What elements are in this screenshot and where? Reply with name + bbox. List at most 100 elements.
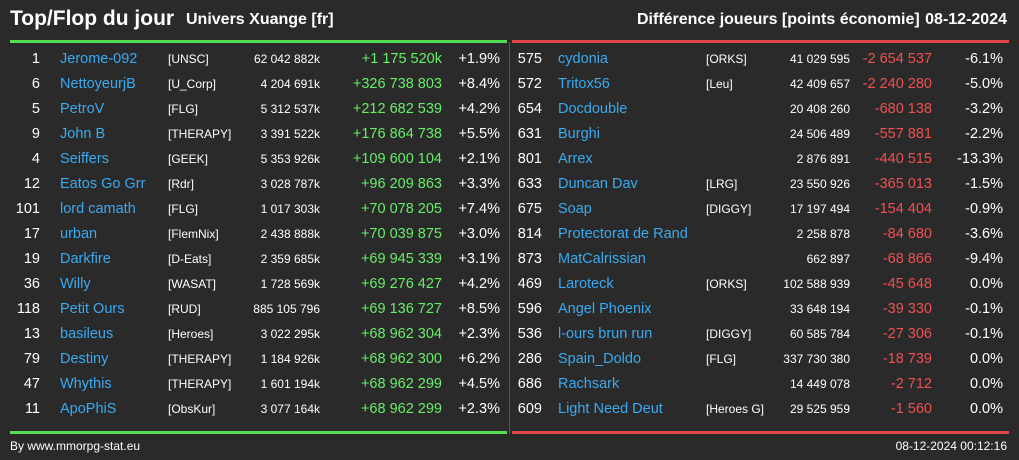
rank-cell: 19 <box>23 251 40 267</box>
rank-cell: 47 <box>23 376 40 392</box>
player-name-link[interactable]: Soap <box>558 201 592 217</box>
flop-rule-bottom <box>512 431 1009 434</box>
table-row: 6 NettoyeurjB [U_Corp] 4 204 691k +326 738 8… <box>0 72 509 97</box>
alliance-tag: [U_Corp] <box>168 77 217 91</box>
points-cell: 3 391 522k <box>260 127 320 141</box>
percent-cell: -0.9% <box>965 201 1003 217</box>
player-name-link[interactable]: Seiffers <box>60 151 109 167</box>
percent-cell: -2.2% <box>965 126 1003 142</box>
player-name-link[interactable]: MatCalrissian <box>558 251 646 267</box>
player-name-link[interactable]: Arrex <box>558 151 593 167</box>
player-name-link[interactable]: Spain_Doldo <box>558 351 642 367</box>
points-cell: 24 506 489 <box>789 127 850 141</box>
flop-rule <box>512 40 1009 43</box>
player-name-link[interactable]: l-ours brun run <box>558 326 653 342</box>
percent-cell: 0.0% <box>969 351 1003 367</box>
player-name-link[interactable]: Angel Phoenix <box>558 301 652 317</box>
player-name-link[interactable]: Petit Ours <box>60 301 125 317</box>
table-row: 11 ApoPhiS [ObsKur] 3 077 164k +68 962 299 +2… <box>0 397 509 422</box>
alliance-tag: [RUD] <box>168 302 201 316</box>
table-row: 572 Tritox56 [Leu] 42 409 657 -2 240 280 -5.0… <box>510 72 1019 97</box>
player-name-link[interactable]: lord camath <box>60 201 136 217</box>
top-losers-table: 575 cydonia [ORKS] 41 029 595 -2 654 537 -6.1… <box>510 47 1019 422</box>
player-name-link[interactable]: basileus <box>60 326 114 342</box>
player-name-link[interactable]: Rachsark <box>558 376 620 392</box>
alliance-tag: [Heroes G] <box>706 402 765 416</box>
rank-cell: 873 <box>517 251 542 267</box>
diff-cell: -18 739 <box>882 351 932 367</box>
alliance-tag: [DIGGY] <box>706 202 752 216</box>
rank-cell: 12 <box>23 176 40 192</box>
table-row: 596 Angel Phoenix 33 648 194 -39 330 -0.1% <box>510 297 1019 322</box>
universe-label: Univers Xuange [fr] <box>186 11 334 28</box>
table-row: 5 PetroV [FLG] 5 312 537k +212 682 539 +4.2% <box>0 97 509 122</box>
table-row: 47 Whythis [THERAPY] 1 601 194k +68 962 299 +… <box>0 372 509 397</box>
source-credit: By www.mmorpg-stat.eu <box>10 439 141 453</box>
percent-cell: +8.5% <box>458 301 500 317</box>
rank-cell: 1 <box>31 51 40 67</box>
points-cell: 1 017 303k <box>260 202 320 216</box>
player-name-link[interactable]: Jerome-092 <box>60 51 138 67</box>
player-name-link[interactable]: Protectorat de Rand <box>558 226 688 242</box>
player-name-link[interactable]: Eatos Go Grr <box>60 176 146 192</box>
player-name-link[interactable]: Tritox56 <box>558 76 610 92</box>
player-name-link[interactable]: John B <box>60 126 106 142</box>
player-name-link[interactable]: cydonia <box>558 51 608 67</box>
table-row: 654 Docdouble 20 408 260 -680 138 -3.2% <box>510 97 1019 122</box>
points-cell: 5 312 537k <box>260 102 320 116</box>
player-name-link[interactable]: Whythis <box>60 376 112 392</box>
alliance-tag: [UNSC] <box>168 52 209 66</box>
points-cell: 23 550 926 <box>789 177 850 191</box>
table-row: 4 Seiffers [GEEK] 5 353 926k +109 600 104 +2.… <box>0 147 509 172</box>
points-cell: 4 204 691k <box>260 77 320 91</box>
player-name-link[interactable]: urban <box>60 226 98 242</box>
percent-cell: -6.1% <box>965 51 1003 67</box>
player-name-link[interactable]: Destiny <box>60 351 109 367</box>
points-cell: 60 585 784 <box>789 327 850 341</box>
percent-cell: +4.5% <box>458 376 500 392</box>
table-row: 675 Soap [DIGGY] 17 197 494 -154 404 -0.9% <box>510 197 1019 222</box>
player-name-link[interactable]: Laroteck <box>558 276 614 292</box>
diff-cell: +68 962 300 <box>360 351 442 367</box>
percent-cell: +7.4% <box>458 201 500 217</box>
points-cell: 3 077 164k <box>260 402 320 416</box>
diff-cell: -1 560 <box>890 401 932 417</box>
table-row: 814 Protectorat de Rand 2 258 878 -84 680 -3… <box>510 222 1019 247</box>
percent-cell: +3.0% <box>458 226 500 242</box>
diff-cell: -557 881 <box>874 126 932 142</box>
table-row: 686 Rachsark 14 449 078 -2 712 0.0% <box>510 372 1019 397</box>
alliance-tag: [FlemNix] <box>168 227 219 241</box>
diff-cell: -84 680 <box>882 226 932 242</box>
alliance-tag: [THERAPY] <box>168 377 232 391</box>
percent-cell: -1.5% <box>965 176 1003 192</box>
percent-cell: +5.5% <box>458 126 500 142</box>
player-name-link[interactable]: NettoyeurjB <box>60 76 136 92</box>
rank-cell: 9 <box>31 126 40 142</box>
alliance-tag: [FLG] <box>168 102 199 116</box>
table-row: 13 basileus [Heroes] 3 022 295k +68 962 304 +… <box>0 322 509 347</box>
player-name-link[interactable]: PetroV <box>60 101 105 117</box>
percent-cell: -0.1% <box>965 301 1003 317</box>
points-cell: 2 359 685k <box>260 252 320 266</box>
diff-cell: +68 962 299 <box>360 401 442 417</box>
player-name-link[interactable]: ApoPhiS <box>60 401 117 417</box>
points-cell: 2 438 888k <box>260 227 320 241</box>
player-name-link[interactable]: Willy <box>60 276 91 292</box>
alliance-tag: [WASAT] <box>168 277 216 291</box>
diff-cell: -45 648 <box>882 276 932 292</box>
table-row: 101 lord camath [FLG] 1 017 303k +70 078 205… <box>0 197 509 222</box>
diff-cell: -27 306 <box>882 326 932 342</box>
player-name-link[interactable]: Burghi <box>558 126 600 142</box>
diff-cell: -2 712 <box>890 376 932 392</box>
player-name-link[interactable]: Docdouble <box>558 101 628 117</box>
percent-cell: +2.1% <box>458 151 500 167</box>
percent-cell: +2.3% <box>458 326 500 342</box>
table-row: 609 Light Need Deut [Heroes G] 29 525 959 -1… <box>510 397 1019 422</box>
table-row: 873 MatCalrissian 662 897 -68 866 -9.4% <box>510 247 1019 272</box>
player-name-link[interactable]: Darkfire <box>60 251 111 267</box>
player-name-link[interactable]: Duncan Dav <box>558 176 638 192</box>
rank-cell: 17 <box>23 226 40 242</box>
rank-cell: 101 <box>15 201 40 217</box>
player-name-link[interactable]: Light Need Deut <box>558 401 663 417</box>
percent-cell: -3.6% <box>965 226 1003 242</box>
